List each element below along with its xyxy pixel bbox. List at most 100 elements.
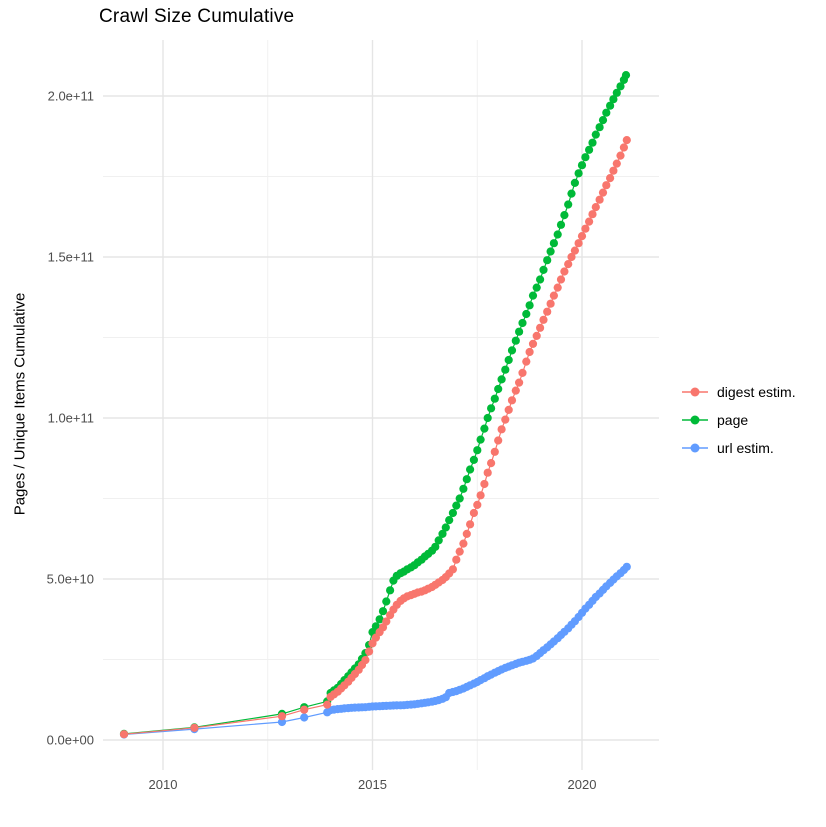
data-point xyxy=(497,425,506,434)
data-point xyxy=(595,195,604,204)
data-point xyxy=(570,178,580,187)
data-point xyxy=(616,82,625,91)
data-point xyxy=(525,301,534,310)
data-point xyxy=(522,309,531,319)
data-point xyxy=(606,174,615,183)
data-point xyxy=(511,386,520,395)
chart-title: Crawl Size Cumulative xyxy=(99,6,295,27)
data-point xyxy=(609,95,618,104)
data-point xyxy=(378,607,388,616)
data-point xyxy=(504,405,513,414)
legend-key-dot xyxy=(690,387,700,396)
data-point xyxy=(497,375,506,384)
data-point xyxy=(487,404,496,413)
data-point xyxy=(462,529,471,539)
data-point xyxy=(556,275,566,284)
data-point xyxy=(532,283,541,292)
data-point xyxy=(459,484,468,493)
data-point xyxy=(543,307,552,316)
data-point xyxy=(522,357,531,366)
data-point xyxy=(532,331,541,340)
data-point xyxy=(441,523,450,532)
data-point xyxy=(190,723,199,732)
data-point xyxy=(300,713,309,722)
x-tick-label: 2015 xyxy=(358,777,387,792)
y-tick-label: 1.0e+11 xyxy=(48,411,94,426)
data-point xyxy=(564,260,573,269)
data-point xyxy=(438,529,447,539)
data-point xyxy=(466,465,475,474)
data-point xyxy=(525,347,534,357)
data-point xyxy=(536,275,545,284)
data-point xyxy=(119,730,129,739)
data-point xyxy=(567,252,576,262)
data-point xyxy=(612,88,621,97)
data-point xyxy=(473,500,482,509)
data-point xyxy=(564,200,573,209)
data-point xyxy=(577,232,587,241)
legend-item-digest-estim: digest estim. xyxy=(681,382,796,401)
data-point xyxy=(448,508,457,518)
data-point xyxy=(473,446,482,455)
x-tick-label: 2010 xyxy=(149,777,178,792)
data-point xyxy=(595,123,604,132)
data-point xyxy=(588,210,597,219)
data-point xyxy=(549,291,559,300)
data-point xyxy=(476,491,485,500)
data-point xyxy=(466,520,475,529)
data-point xyxy=(515,378,524,387)
legend-key-icon xyxy=(682,387,708,396)
data-point xyxy=(622,136,631,145)
data-point xyxy=(469,455,478,464)
data-point xyxy=(507,346,517,355)
data-point xyxy=(375,615,384,624)
data-point xyxy=(553,283,562,292)
data-point xyxy=(504,355,513,365)
data-point xyxy=(539,265,548,274)
data-point xyxy=(581,153,590,162)
legend-key-dot xyxy=(690,443,700,452)
data-point xyxy=(591,130,600,139)
data-point xyxy=(382,617,391,626)
data-point xyxy=(501,415,510,424)
y-tick-label: 2.0e+11 xyxy=(48,89,94,104)
data-point xyxy=(323,700,332,709)
data-point xyxy=(528,339,538,348)
legend-label: digest estim. xyxy=(717,383,796,400)
data-point xyxy=(585,145,594,154)
data-point xyxy=(452,555,461,564)
legend-key-icon xyxy=(682,415,708,424)
data-point xyxy=(300,705,309,714)
data-point xyxy=(539,315,548,324)
data-point xyxy=(518,368,527,377)
data-point xyxy=(619,143,629,152)
x-tick-label: 2020 xyxy=(568,777,597,792)
data-point xyxy=(476,435,485,444)
data-point xyxy=(361,656,370,665)
data-point xyxy=(459,539,468,548)
data-point xyxy=(483,468,492,477)
y-tick-label: 1.5e+11 xyxy=(48,250,94,265)
data-point xyxy=(434,536,443,545)
data-point xyxy=(570,246,580,255)
data-point xyxy=(445,516,454,525)
legend-item-page: page xyxy=(681,410,796,429)
data-point xyxy=(431,542,440,551)
data-point xyxy=(528,291,538,300)
data-point xyxy=(480,424,489,433)
data-point xyxy=(546,299,555,308)
data-point xyxy=(609,166,618,175)
data-point xyxy=(462,475,471,484)
legend-key-icon xyxy=(682,443,708,452)
data-point xyxy=(612,159,621,168)
data-point xyxy=(622,562,631,571)
data-point xyxy=(543,256,552,265)
data-point xyxy=(494,384,503,394)
data-point xyxy=(591,203,600,212)
data-point xyxy=(581,224,590,233)
data-point xyxy=(452,501,461,510)
data-point xyxy=(277,717,287,727)
data-point xyxy=(536,323,545,332)
data-point xyxy=(480,479,489,489)
